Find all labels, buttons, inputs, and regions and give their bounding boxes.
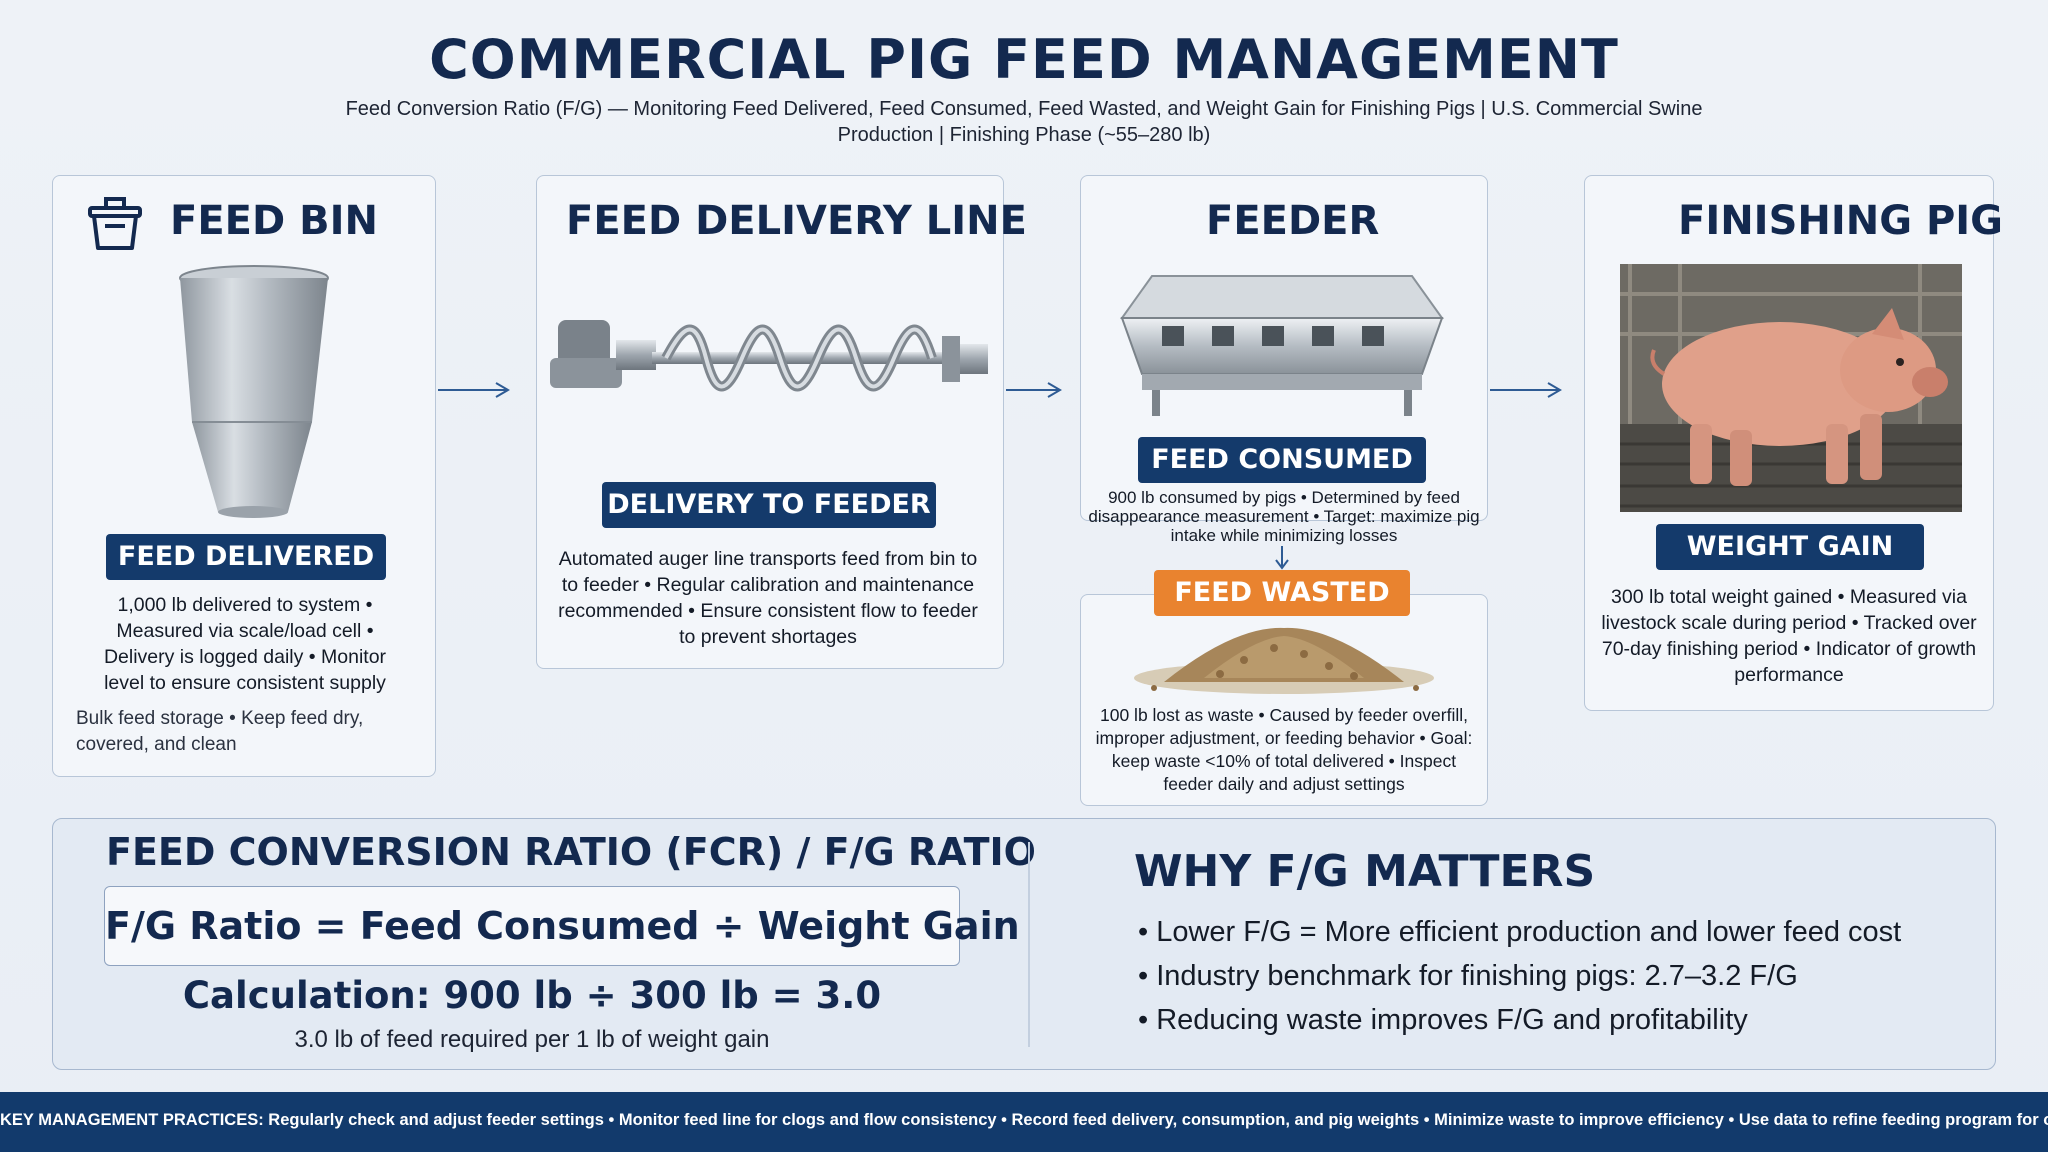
footer-text: Regularly check and adjust feeder settin… [268,1111,2048,1129]
fcr-title: FEED CONVERSION RATIO (FCR) / F/G RATIO [106,830,1036,874]
page-title: COMMERCIAL PIG FEED MANAGEMENT [429,28,1619,91]
why-fg-item: • Industry benchmark for finishing pigs:… [1138,960,1798,992]
feed-wasted-details: 100 lb lost as waste • Caused by feeder … [1095,705,1473,794]
flow-arrow-icon [1490,382,1562,398]
finishing-pig-heading: FINISHING PIG [1678,198,2003,244]
fcr-calculation: Calculation: 900 lb ÷ 300 lb = 3.0 [182,974,882,1017]
footer-label: KEY MANAGEMENT PRACTICES: [0,1111,269,1129]
bin-icon [88,197,142,250]
fcr-formula: F/G Ratio = Feed Consumed ÷ Weight Gain [104,886,1020,966]
page-subtitle: Feed Conversion Ratio (F/G) — Monitoring… [345,98,1703,146]
feeder-image [1120,275,1444,416]
feed-delivery-line-card [536,175,1004,669]
weight-gain-badge: WEIGHT GAIN [1656,524,1924,570]
feed-consumed-badge: FEED CONSUMED [1138,437,1426,483]
feed-pellets-image [1134,627,1434,694]
delivery-to-feeder-badge: DELIVERY TO FEEDER [602,482,936,528]
flow-arrow-icon [1006,382,1062,398]
feed-bin-heading: FEED BIN [170,198,378,244]
feed-wasted-badge: FEED WASTED [1154,570,1410,616]
feed-bin-note: Bulk feed storage • Keep feed dry, cover… [76,708,364,755]
feed-delivered-badge: FEED DELIVERED [106,534,386,580]
weight-gain-details: 300 lb total weight gained • Measured vi… [1601,586,1977,686]
why-fg-title: WHY F/G MATTERS [1134,846,1596,897]
why-fg-item: • Lower F/G = More efficient production … [1138,916,1902,948]
feed-delivery-line-heading: FEED DELIVERY LINE [566,198,1027,244]
feeder-heading: FEEDER [1206,198,1380,244]
flow-arrow-icon [438,382,510,398]
auger-image [550,320,988,392]
down-arrow-icon [1275,546,1289,570]
pig-photo [1620,264,1962,512]
feed-consumed-details: 900 lb consumed by pigs • Determined by … [1088,488,1480,545]
feed-delivered-details: 1,000 lb delivered to system • Measured … [103,594,387,694]
delivery-details: Automated auger line transports feed fro… [558,548,978,648]
feed-bin-image [179,265,329,518]
why-fg-item: • Reducing waste improves F/G and profit… [1138,1004,1748,1036]
why-fg-list: • Lower F/G = More efficient production … [1138,910,1901,1042]
fcr-calculation-note: 3.0 lb of feed required per 1 lb of weig… [294,1026,770,1053]
section-divider [1028,842,1030,1047]
key-practices-footer: KEY MANAGEMENT PRACTICES: Regularly chec… [0,1092,2048,1152]
